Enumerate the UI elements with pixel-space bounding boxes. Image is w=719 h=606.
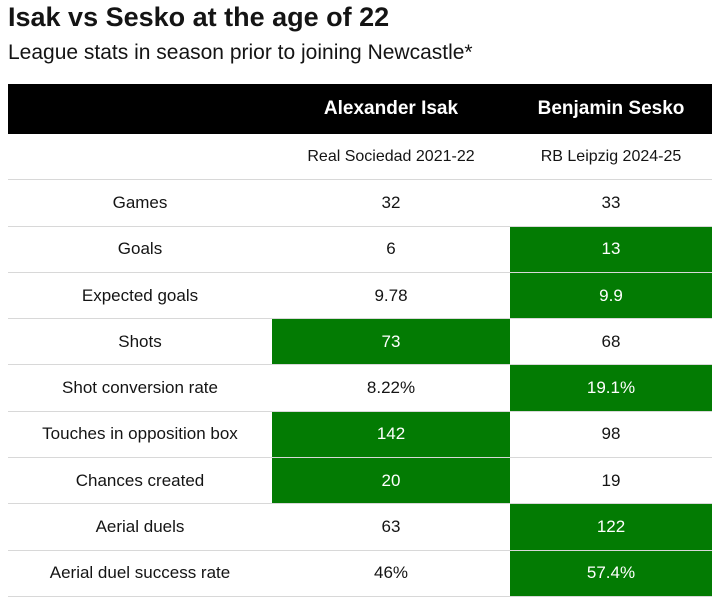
subheader-row: Real Sociedad 2021-22 RB Leipzig 2024-25: [8, 134, 712, 181]
stat-row: Chances created 20 19: [8, 458, 712, 505]
stat-value: 98: [601, 424, 621, 444]
stat-row: Goals 6 13: [8, 226, 712, 273]
stat-value: 63: [381, 517, 401, 537]
stat-label: Chances created: [75, 470, 205, 490]
stat-label: Shot conversion rate: [62, 378, 218, 398]
stat-label: Touches in opposition box: [42, 424, 238, 444]
stat-value: 20: [272, 458, 510, 504]
stat-value: 19.1%: [510, 365, 712, 411]
stat-label: Aerial duels: [95, 517, 185, 537]
stat-row: Shot conversion rate 8.22% 19.1%: [8, 365, 712, 412]
stat-value: 9.78: [374, 285, 408, 305]
column-subheader: Real Sociedad 2021-22: [307, 147, 475, 165]
stat-value: 19: [601, 470, 621, 490]
stat-row: Touches in opposition box 142 98: [8, 411, 712, 459]
stat-value: 122: [510, 504, 712, 550]
stat-value: 46%: [373, 563, 409, 583]
stat-value: 9.9: [510, 272, 712, 319]
title: Isak vs Sesko at the age of 22: [8, 2, 390, 32]
stat-row: Aerial duel success rate 46% 57.4%: [8, 550, 712, 597]
stat-label: Goals: [117, 239, 163, 259]
stat-value: 142: [272, 411, 510, 458]
stat-value: 13: [510, 226, 712, 272]
stat-row: Shots 73 68: [8, 319, 712, 366]
stat-row: Aerial duels 63 122: [8, 504, 712, 551]
stat-value: 8.22%: [366, 378, 416, 398]
stat-value: 33: [601, 192, 621, 212]
stat-label: Shots: [118, 331, 162, 351]
stat-value: 6: [386, 239, 396, 259]
empty-cell: [8, 134, 272, 179]
stats-table: Alexander Isak Benjamin Sesko Real Socie…: [8, 84, 712, 597]
column-header: Benjamin Sesko: [537, 98, 685, 119]
stat-label: Games: [112, 192, 168, 212]
stat-label: Aerial duel success rate: [49, 563, 231, 583]
column-header: Alexander Isak: [323, 98, 459, 119]
stat-value: 73: [272, 319, 510, 365]
subtitle: League stats in season prior to joining …: [8, 41, 473, 64]
empty-cell: [8, 84, 272, 134]
column-subheader: RB Leipzig 2024-25: [540, 147, 682, 165]
stat-label: Expected goals: [81, 285, 199, 305]
stat-value: 68: [601, 331, 621, 351]
stat-row: Expected goals 9.78 9.9: [8, 272, 712, 320]
stat-value: 57.4%: [510, 550, 712, 596]
stat-value: 32: [381, 192, 401, 212]
stat-row: Games 32 33: [8, 180, 712, 227]
header-row: Alexander Isak Benjamin Sesko: [8, 84, 712, 134]
